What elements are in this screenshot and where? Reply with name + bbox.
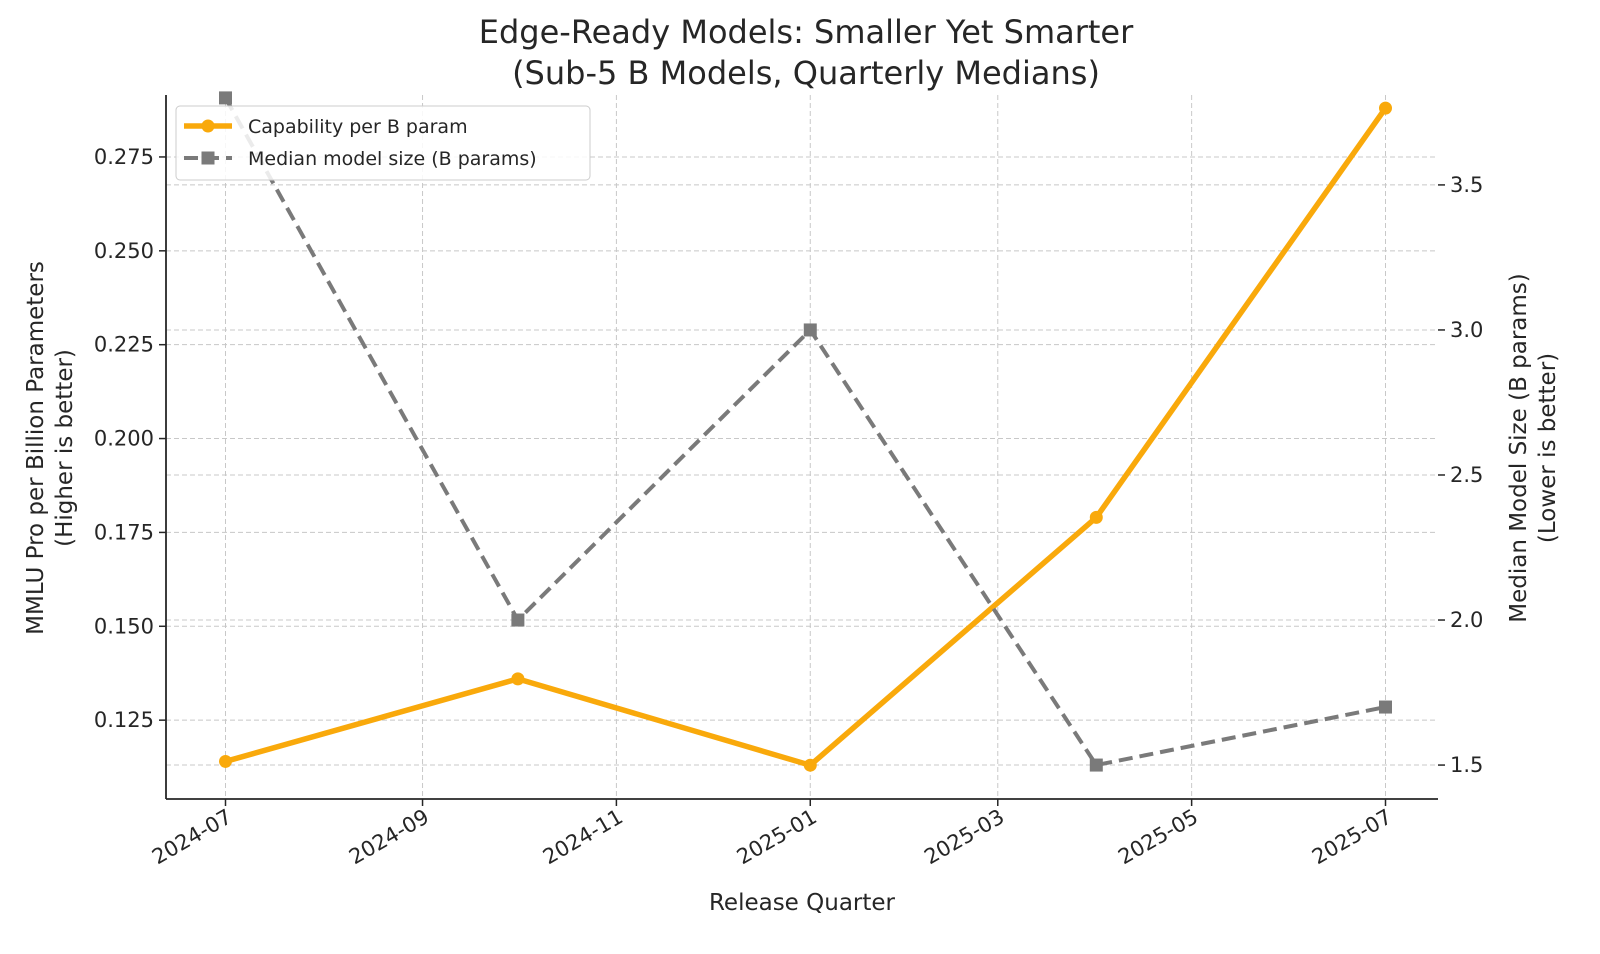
y-tick-label: 0.175 [94,520,154,544]
legend: Capability per B param Median model size … [175,105,591,181]
y2-tick-label: 1.5 [1450,753,1483,777]
capability-point [219,754,232,768]
model-size-legend-label: Median model size (B params) [248,148,537,170]
model-size-point [1379,700,1392,714]
x-tick-label: 2024-09 [345,805,433,870]
y-axis-label-sub: (Higher is better) [52,349,78,547]
y2-tick-label: 2.0 [1450,608,1483,632]
legend-box [175,105,591,181]
capability-legend-marker [201,119,215,133]
y-tick-label: 0.275 [94,145,154,169]
y2-axis-label-sub: (Lower is better) [1535,353,1561,543]
grid-lines [166,95,1438,799]
y2-tick-label: 3.0 [1450,318,1483,342]
model-size-legend-marker [201,151,215,165]
capability-point [511,672,525,686]
y-tick-label: 0.125 [94,708,154,732]
capability-point [1089,510,1103,524]
capability-line [224,106,1388,768]
y-tick-label: 0.225 [94,333,154,357]
x-tick-label: 2025-07 [1308,805,1396,870]
model-size-point [511,613,525,627]
model-size-line [223,96,1386,768]
capability-point [803,758,817,772]
chart-title: Edge-Ready Models: Smaller Yet Smarter [479,13,1134,51]
model-size-point [1089,758,1103,772]
y-tick-label: 0.150 [94,614,154,638]
model-size-point [219,91,232,105]
capability-legend-label: Capability per B param [248,116,468,138]
x-tick-label: 2024-11 [539,805,627,870]
model-size-point [803,323,817,337]
x-tick-label: 2025-03 [920,805,1008,870]
y-axis-label: MMLU Pro per Billion Parameters [23,261,49,635]
series [219,91,1392,772]
x-tick-label: 2025-01 [733,805,821,870]
y-tick-label: 0.200 [94,427,154,451]
y-tick-label: 0.250 [94,239,154,263]
x-axis-label: Release Quarter [709,890,896,916]
x-tick-label: 2025-05 [1114,805,1202,870]
y2-axis-label: Median Model Size (B params) [1506,273,1532,623]
chart-subtitle: (Sub-5 B Models, Quarterly Medians) [512,54,1100,92]
y2-tick-label: 2.5 [1450,463,1483,487]
capability-point [1379,101,1392,115]
axes [159,95,1445,806]
x-tick-label: 2024-07 [148,805,236,870]
y2-tick-label: 3.5 [1450,173,1483,197]
